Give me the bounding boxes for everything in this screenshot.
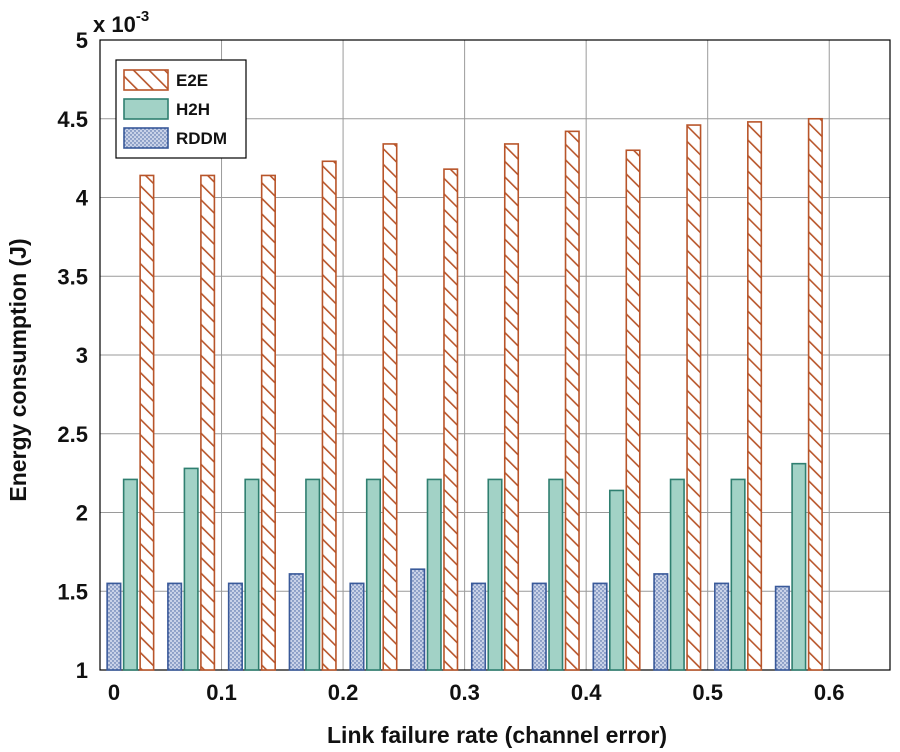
y-multiplier: x 10-3 — [93, 8, 149, 37]
bar-rddm — [653, 573, 669, 671]
bar-rddm — [167, 582, 183, 671]
bar-h2h — [669, 478, 685, 671]
x-tick-label: 0.5 — [692, 680, 723, 705]
bar-h2h — [791, 462, 807, 671]
y-tick-label: 1 — [76, 658, 88, 683]
x-axis-label: Link failure rate (channel error) — [327, 722, 667, 748]
y-axis-label: Energy consumption (J) — [5, 238, 31, 501]
bar-h2h — [365, 478, 382, 671]
x-tick-label: 0.4 — [571, 680, 602, 705]
bar-e2e — [443, 168, 459, 671]
bar-rddm — [531, 582, 547, 671]
y-tick-label: 3 — [76, 343, 88, 368]
y-tick-label: 3.5 — [57, 264, 88, 289]
bar-h2h — [244, 478, 260, 671]
bar-h2h — [608, 489, 625, 671]
tick-labels: 1 1.5 2 2.5 3 3.5 4 4.5 5 0 0.1 0.2 0.3 0.4 0.5 0.6 — [57, 28, 844, 705]
bar-rddm — [106, 582, 122, 671]
bar-h2h — [548, 478, 564, 671]
bar-e2e — [503, 143, 520, 671]
bar-e2e — [625, 149, 641, 671]
bar-rddm — [470, 582, 487, 671]
legend-swatch-rddm — [123, 127, 169, 149]
x-tick-label: 0.6 — [814, 680, 845, 705]
bar-h2h — [426, 478, 442, 671]
bar-rddm — [349, 582, 365, 671]
bar-e2e — [139, 174, 155, 671]
bar-rddm — [410, 568, 426, 671]
legend-swatch-e2e — [123, 69, 169, 91]
legend-label-rddm: RDDM — [176, 129, 227, 148]
legend-swatch-h2h — [123, 98, 169, 120]
y-tick-label: 2 — [76, 501, 88, 526]
y-tick-label: 4.5 — [57, 107, 88, 132]
bar-rddm — [714, 582, 730, 671]
y-tick-label: 4 — [76, 186, 89, 211]
bar-h2h — [122, 478, 138, 671]
bar-e2e — [807, 117, 823, 671]
bar-h2h — [183, 467, 199, 671]
y-tick-label: 5 — [76, 28, 88, 53]
bar-rddm — [288, 573, 304, 671]
x-tick-label: 0.3 — [449, 680, 480, 705]
bar-h2h — [730, 478, 746, 671]
bar-e2e — [260, 174, 276, 671]
bar-rddm — [227, 582, 243, 671]
bar-e2e — [747, 121, 763, 671]
x-tick-label: 0.2 — [328, 680, 359, 705]
bar-h2h — [305, 478, 321, 671]
y-tick-label: 2.5 — [57, 422, 88, 447]
bar-e2e — [321, 160, 337, 671]
bar-rddm — [774, 585, 790, 671]
x-tick-label: 0.1 — [206, 680, 237, 705]
legend: E2E H2H RDDM — [115, 59, 247, 159]
bar-h2h — [487, 478, 503, 671]
legend-label-h2h: H2H — [176, 100, 210, 119]
bar-rddm — [592, 582, 608, 671]
x-tick-label: 0 — [108, 680, 120, 705]
legend-label-e2e: E2E — [176, 71, 208, 90]
bars — [106, 117, 823, 671]
y-tick-label: 1.5 — [57, 579, 88, 604]
bar-e2e — [200, 174, 216, 671]
bar-e2e — [382, 143, 398, 671]
bar-e2e — [564, 130, 580, 671]
bar-e2e — [686, 124, 702, 671]
